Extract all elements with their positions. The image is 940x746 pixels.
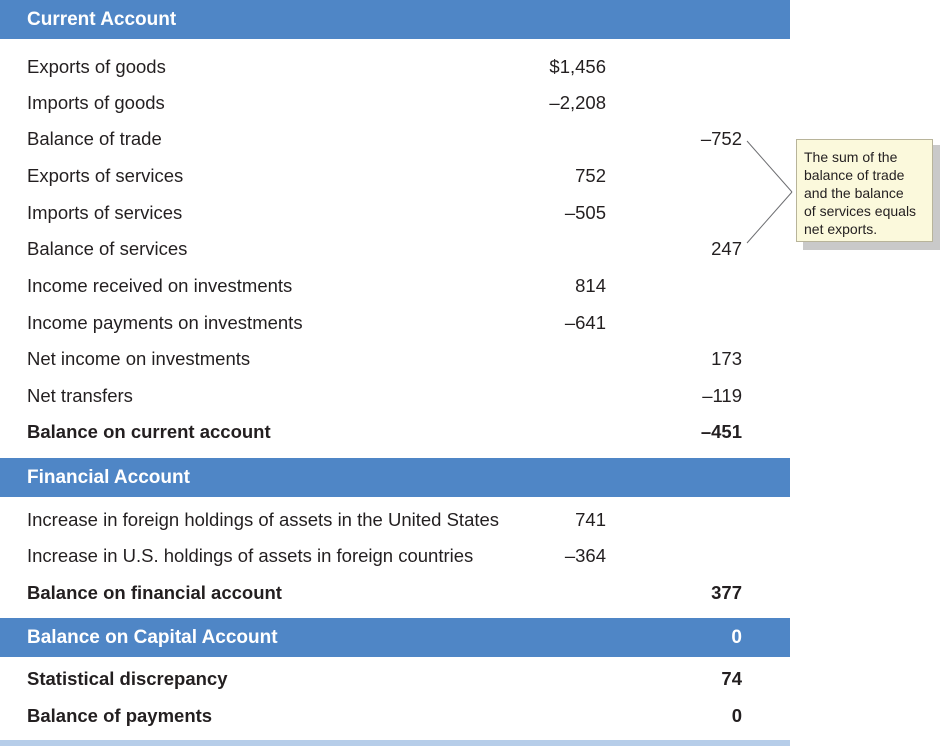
row-value: –364 (564, 545, 606, 566)
table-row: Net income on investments 173 (0, 341, 790, 377)
table-row: Exports of goods $1,456 (0, 49, 790, 85)
row-total: –451 (700, 421, 742, 442)
row-label: Balance of trade (27, 128, 162, 149)
row-subtotal: 173 (711, 348, 742, 369)
row-subtotal: –119 (702, 385, 742, 406)
row-label: Increase in U.S. holdings of assets in f… (27, 545, 474, 566)
table-row: Imports of services –505 (0, 195, 790, 231)
row-total: 0 (731, 705, 742, 726)
row-label: Balance of payments (27, 705, 213, 726)
table-row: Income payments on investments –641 (0, 305, 790, 341)
table-row: Income received on investments 814 (0, 268, 790, 304)
row-subtotal: –752 (700, 128, 742, 149)
row-value: 741 (575, 509, 606, 530)
row-label: Net transfers (27, 385, 133, 406)
bottom-rule (0, 740, 790, 746)
row-value: –2,208 (549, 92, 606, 113)
row-value: –641 (564, 312, 606, 333)
row-subtotal: 247 (711, 238, 742, 259)
table-row: Increase in foreign holdings of assets i… (0, 502, 790, 538)
row-label: Net income on investments (27, 348, 251, 369)
row-label: Exports of services (27, 165, 184, 186)
row-label: Income received on investments (27, 275, 293, 296)
row-label: Imports of goods (27, 92, 165, 113)
callout-line: and the balance (804, 185, 904, 201)
current-account-title: Current Account (27, 9, 177, 30)
row-label: Balance of services (27, 238, 188, 259)
table-row: Net transfers –119 (0, 378, 790, 414)
row-value: –505 (564, 202, 606, 223)
table-row: Balance of trade –752 (0, 121, 790, 157)
callout-line: net exports. (804, 221, 878, 237)
table-row: Imports of goods –2,208 (0, 85, 790, 121)
financial-account-total-row: Balance on financial account 377 (0, 575, 790, 611)
row-label: Exports of goods (27, 56, 166, 77)
row-label: Balance on current account (27, 421, 271, 442)
current-account-total-row: Balance on current account –451 (0, 414, 790, 450)
row-label: Income payments on investments (27, 312, 303, 333)
row-label: Statistical discrepancy (27, 668, 228, 689)
capital-account-value: 0 (731, 627, 742, 648)
row-value: $1,456 (549, 56, 606, 77)
row-total: 377 (711, 582, 742, 603)
row-label: Balance on financial account (27, 582, 282, 603)
row-total: 74 (721, 668, 742, 689)
financial-account-header: Financial Account (0, 458, 790, 497)
current-account-header: Current Account (0, 0, 790, 39)
row-value: 752 (575, 165, 606, 186)
row-label: Imports of services (27, 202, 183, 223)
statistical-discrepancy-row: Statistical discrepancy 74 (0, 661, 790, 697)
capital-account-header: Balance on Capital Account 0 (0, 618, 790, 657)
balance-of-payments-row: Balance of payments 0 (0, 698, 790, 734)
row-label: Increase in foreign holdings of assets i… (27, 509, 500, 530)
financial-account-title: Financial Account (27, 467, 190, 488)
callout-line: of services equals (804, 203, 917, 219)
capital-account-title: Balance on Capital Account (27, 627, 278, 648)
net-exports-callout: The sum of the balance of trade and the … (796, 139, 933, 242)
callout-line: The sum of the (804, 149, 898, 165)
row-value: 814 (575, 275, 606, 296)
table-row: Increase in U.S. holdings of assets in f… (0, 538, 790, 574)
callout-line: balance of trade (804, 167, 905, 183)
table-row: Balance of services 247 (0, 231, 790, 267)
table-row: Exports of services 752 (0, 158, 790, 194)
